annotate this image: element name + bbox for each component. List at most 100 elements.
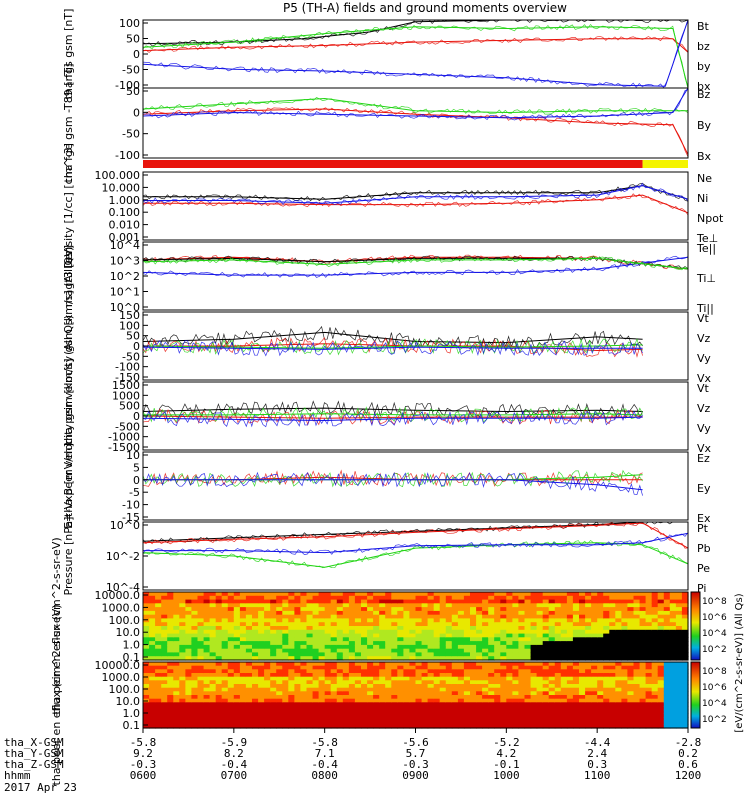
spectrogram-cell (433, 702, 441, 707)
spectrogram-cell (560, 713, 568, 718)
spectrogram-cell (572, 610, 580, 616)
spectrogram-cell (621, 614, 629, 620)
series-line-Vy (143, 413, 643, 416)
spectrogram-cell (252, 702, 259, 707)
spectrogram-cell (482, 713, 489, 718)
bottom-row-value: 0.3 (587, 758, 607, 771)
spectrogram-cell (518, 592, 526, 597)
spectrogram-cell (294, 695, 302, 700)
spectrogram-cell (324, 724, 332, 729)
spectrogram-cell (367, 610, 374, 616)
spectrogram-cell (300, 595, 308, 601)
spectrogram-cell (657, 709, 665, 714)
spectrogram-cell (518, 669, 526, 674)
spectrogram-cell (463, 595, 471, 601)
legend-entry-Ne: Ne (697, 172, 712, 185)
spectrogram-cell (482, 614, 489, 620)
spectrogram-cell (427, 691, 435, 696)
spectrogram-cell (397, 691, 404, 696)
spectrogram-cell (379, 622, 386, 627)
spectrogram-cell (336, 695, 344, 700)
y-tick-label: 0 (133, 410, 140, 423)
spectrogram-cell (361, 709, 368, 714)
spectrogram-cell (621, 629, 629, 635)
spectrogram-cell (300, 706, 308, 711)
spectrogram-cell (276, 607, 283, 612)
spectrogram-cell (512, 641, 520, 646)
spectrogram-cell (379, 618, 386, 623)
spectrogram-cell (591, 684, 598, 689)
spectrogram-cell (585, 622, 592, 627)
spectrogram-cell (191, 603, 199, 608)
spectrogram-cell (675, 669, 683, 674)
spectrogram-cell (342, 706, 350, 711)
spectrogram-cell (258, 603, 265, 608)
series-noise-Pi (142, 532, 689, 555)
spectrogram-cell (397, 676, 404, 681)
spectrogram-cell (179, 656, 186, 661)
spectrogram-cell (566, 599, 574, 604)
spectrogram-cell (294, 622, 302, 627)
spectrogram-cell (427, 698, 435, 703)
spectrogram-cell (149, 603, 156, 608)
spectrogram-cell (530, 691, 538, 696)
spectrogram-cell (494, 592, 501, 597)
spectrogram-cell (282, 652, 289, 657)
spectrogram-cell (609, 717, 616, 722)
spectrogram-cell (591, 665, 598, 670)
spectrogram-cell (391, 607, 398, 612)
spectrogram-cell (663, 687, 671, 692)
spectrogram-cell (530, 695, 538, 700)
spectrogram-cell (585, 709, 592, 714)
spectrogram-cell (566, 648, 574, 654)
spectrogram-cell (597, 633, 604, 638)
spectrogram-cell (506, 633, 513, 638)
spectrogram-cell (367, 652, 374, 657)
spectrogram-cell (421, 610, 429, 616)
spectrogram-cell (312, 713, 320, 718)
spectrogram-cell (506, 717, 513, 722)
spectrogram-cell (657, 626, 665, 631)
spectrogram-cell (318, 706, 326, 711)
spectrogram-cell (270, 680, 277, 685)
spectrogram-cell (312, 709, 320, 714)
spectrogram-cell (451, 709, 459, 714)
spectrogram-cell (203, 637, 211, 642)
spectrogram-cell (476, 684, 483, 689)
spectrogram-cell (270, 648, 277, 654)
spectrogram-cell (167, 680, 174, 685)
spectrogram-cell (627, 673, 635, 678)
spectrogram-cell (330, 669, 338, 674)
spectrogram-cell (645, 599, 653, 604)
spectrogram-cell (300, 610, 308, 616)
spectrogram-cell (354, 622, 362, 627)
spectrogram-cell (463, 614, 471, 620)
y-tick-label: 1500 (112, 379, 140, 392)
spectrogram-cell (239, 656, 247, 661)
spectrogram-cell (252, 641, 259, 646)
spectrogram-cell (379, 680, 386, 685)
spectrogram-cell (336, 676, 344, 681)
spectrogram-cell (457, 713, 465, 718)
spectrogram-cell (221, 637, 229, 642)
spectrogram-cell (227, 680, 235, 685)
spectrogram-cell (324, 706, 332, 711)
spectrogram-cell (318, 713, 326, 718)
spectrogram-cell (530, 614, 538, 620)
spectrogram-cell (197, 695, 205, 700)
spectrogram-cell (627, 684, 635, 689)
spectrogram-cell (409, 592, 417, 597)
legend-entry-bx: bx (697, 80, 711, 93)
spectrogram-cell (451, 662, 459, 667)
spectrogram-cell (657, 599, 665, 604)
spectrogram-cell (409, 637, 417, 642)
spectrogram-cell (651, 599, 659, 604)
spectrogram-cell (221, 713, 229, 718)
spectrogram-cell (681, 673, 689, 678)
spectrogram-cell (421, 687, 429, 692)
spectrogram-cell (336, 656, 344, 661)
spectrogram-cell (621, 691, 629, 696)
spectrogram-cell (397, 662, 404, 667)
spectrogram-cell (579, 709, 586, 714)
